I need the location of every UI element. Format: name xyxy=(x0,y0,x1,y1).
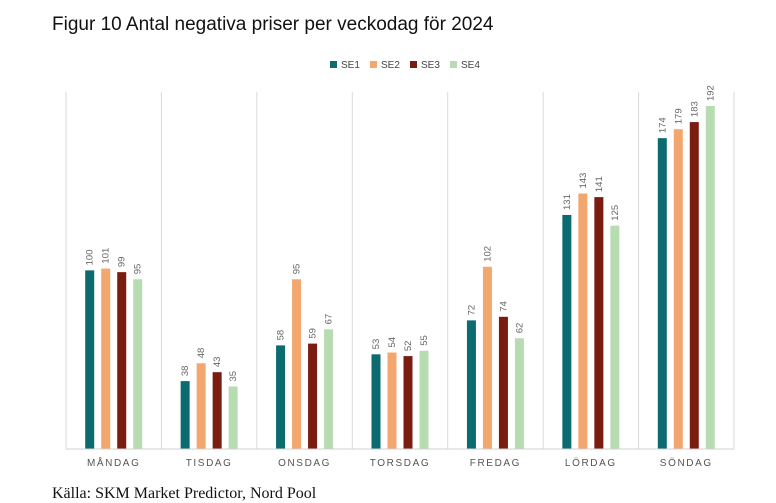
category-label: ONSDAG xyxy=(278,458,331,469)
data-label: 43 xyxy=(212,357,223,368)
bar-se1 xyxy=(180,381,190,449)
bar-se4 xyxy=(133,279,143,449)
bar-se3 xyxy=(498,316,508,449)
bar-se2 xyxy=(387,352,397,449)
category-label: TISDAG xyxy=(186,458,233,469)
bar-se2 xyxy=(673,129,683,450)
category-label: FREDAG xyxy=(470,458,521,469)
bar-se2 xyxy=(482,266,492,449)
bar-se2 xyxy=(292,279,302,449)
data-label: 95 xyxy=(133,264,144,275)
legend-swatch xyxy=(410,61,417,68)
data-label: 99 xyxy=(117,257,128,268)
data-label: 59 xyxy=(308,328,319,339)
data-label: 102 xyxy=(482,246,493,262)
bar-se2 xyxy=(578,193,588,449)
source-note: Källa: SKM Market Predictor, Nord Pool xyxy=(52,485,317,502)
data-label: 125 xyxy=(610,205,621,221)
data-label: 183 xyxy=(689,101,700,117)
bar-se3 xyxy=(689,122,699,449)
data-label: 143 xyxy=(578,173,589,189)
category-separators xyxy=(65,92,735,449)
data-label: 72 xyxy=(466,305,477,316)
data-label: 192 xyxy=(705,85,716,101)
data-label: 179 xyxy=(673,108,684,124)
category-axis: MÅNDAG TISDAG ONSDAG TORSDAG FREDAG LÖRDAG SÖN… xyxy=(87,456,713,469)
data-label: 38 xyxy=(180,366,191,377)
data-label: 74 xyxy=(498,301,509,312)
bar-se2 xyxy=(196,363,206,449)
data-label: 141 xyxy=(594,176,605,192)
bar-se1 xyxy=(466,320,476,449)
data-label: 95 xyxy=(292,264,303,275)
data-label: 58 xyxy=(276,330,287,341)
data-label: 101 xyxy=(101,248,112,264)
bar-se2 xyxy=(101,268,111,449)
data-label: 131 xyxy=(562,194,573,210)
bar-se3 xyxy=(594,197,604,449)
legend: SE1 SE2 SE3 SE4 xyxy=(330,60,480,71)
legend-label: SE3 xyxy=(421,60,440,71)
data-label: 52 xyxy=(403,341,414,352)
legend-label: SE4 xyxy=(461,60,480,71)
bar-se3 xyxy=(403,356,413,449)
bar-se1 xyxy=(657,138,667,449)
bar-se4 xyxy=(228,386,238,449)
bar-se4 xyxy=(514,338,524,449)
data-label: 62 xyxy=(514,323,525,334)
legend-swatch xyxy=(370,61,377,68)
data-label: 54 xyxy=(387,337,398,348)
bar-se3 xyxy=(308,343,318,449)
category-label: MÅNDAG xyxy=(87,456,141,469)
bar-se4 xyxy=(705,106,715,449)
bar-se4 xyxy=(324,329,334,449)
data-labels: 100 101 99 95 38 48 43 35 58 95 59 67 53 54 52 55 72 102 7… xyxy=(85,85,717,381)
data-label: 55 xyxy=(419,335,430,346)
bar-se1 xyxy=(562,214,572,449)
data-label: 35 xyxy=(228,371,239,382)
bar-se1 xyxy=(276,345,286,449)
chart-title: Figur 10 Antal negativa priser per vecko… xyxy=(52,14,494,35)
category-label: SÖNDAG xyxy=(660,457,713,469)
legend-label: SE1 xyxy=(341,60,360,71)
legend-label: SE2 xyxy=(381,60,400,71)
bar-se1 xyxy=(85,270,95,449)
bar-se4 xyxy=(419,350,429,449)
category-label: LÖRDAG xyxy=(565,457,617,469)
bar-se3 xyxy=(212,372,222,449)
data-label: 67 xyxy=(324,314,335,325)
bars xyxy=(85,106,715,450)
category-label: TORSDAG xyxy=(370,458,430,469)
data-label: 174 xyxy=(657,117,668,133)
data-label: 100 xyxy=(85,249,96,265)
bar-se3 xyxy=(117,272,127,449)
bar-se1 xyxy=(371,354,381,449)
data-label: 53 xyxy=(371,339,382,350)
data-label: 48 xyxy=(196,348,207,359)
legend-swatch xyxy=(450,61,457,68)
bar-se4 xyxy=(610,225,620,449)
legend-swatch xyxy=(330,61,337,68)
